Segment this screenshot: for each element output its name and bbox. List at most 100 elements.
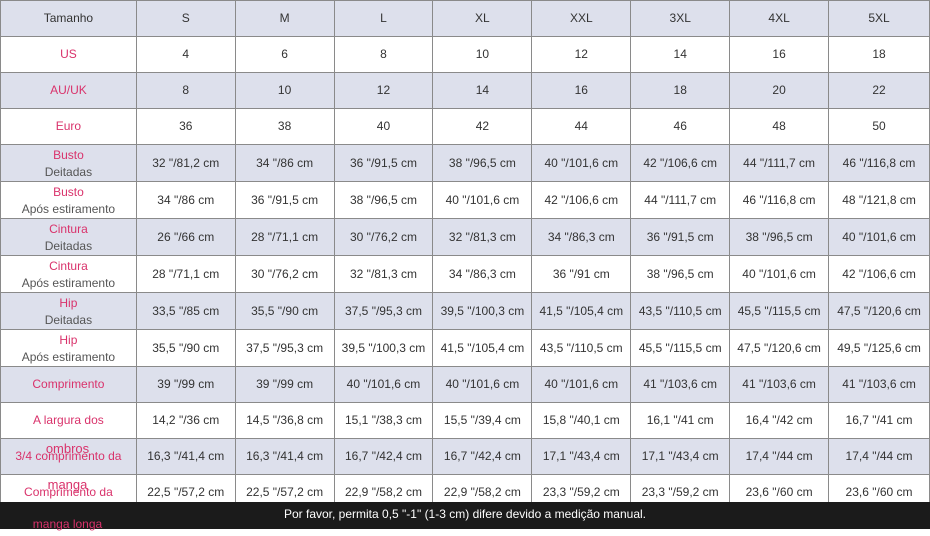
table-cell: 43,5 "/110,5 cm <box>531 329 632 367</box>
table-cell: 47,5 "/120,6 cm <box>828 292 930 330</box>
table-cell: 42 "/106,6 cm <box>828 255 930 293</box>
table-cell: 45,5 "/115,5 cm <box>729 292 830 330</box>
header-size-xl: XL <box>432 0 533 37</box>
table-cell: 32 "/81,3 cm <box>333 255 434 293</box>
table-cell: 41 "/103,6 cm <box>828 366 930 403</box>
row-label: Euro <box>0 108 137 145</box>
table-cell: 36 "/91,5 cm <box>333 144 434 182</box>
table-cell: 32 "/81,2 cm <box>135 144 236 182</box>
header-size-xxl: XXL <box>531 0 632 37</box>
row-label-primary: Euro <box>55 119 82 133</box>
row-label-primary: US <box>60 47 77 61</box>
row-label-primary: Cintura <box>49 259 88 273</box>
table-cell: 16 <box>531 72 632 109</box>
row-label-primary: 3/4 comprimento da <box>15 449 122 463</box>
table-cell: 16,1 "/41 cm <box>630 402 731 439</box>
table-cell: 16,3 "/41,4 cm <box>135 438 236 475</box>
table-cell: 35,5 "/90 cm <box>135 329 236 367</box>
row-label-secondary: Deitadas <box>44 313 93 327</box>
table-cell: 14 <box>432 72 533 109</box>
table-cell: 17,1 "/43,4 cm <box>531 438 632 475</box>
table-cell: 37,5 "/95,3 cm <box>234 329 335 367</box>
table-cell: 18 <box>828 36 930 73</box>
table-cell: 41,5 "/105,4 cm <box>432 329 533 367</box>
header-size-l: L <box>333 0 434 37</box>
table-cell: 28 "/71,1 cm <box>234 218 335 256</box>
table-cell: 6 <box>234 36 335 73</box>
table-cell: 40 "/101,6 cm <box>432 366 533 403</box>
table-cell: 34 "/86,3 cm <box>531 218 632 256</box>
table-row: US 4 6 8 10 12 14 16 18 <box>0 36 930 73</box>
table-cell: 30 "/76,2 cm <box>333 218 434 256</box>
row-label: Cintura Após estiramento <box>0 255 137 293</box>
table-cell: 8 <box>333 36 434 73</box>
table-cell: 46 <box>630 108 731 145</box>
table-row: Cintura Após estiramento 28 "/71,1 cm 30 "/… <box>0 255 930 293</box>
table-row: Euro 36 38 40 42 44 46 48 50 <box>0 108 930 145</box>
table-cell: 38 "/96,5 cm <box>333 181 434 219</box>
table-row: Comprimento 39 "/99 cm 39 "/99 cm 40 "/101,… <box>0 366 930 403</box>
table-cell: 36 <box>135 108 236 145</box>
table-cell: 34 "/86 cm <box>135 181 236 219</box>
row-label-primary: Hip <box>59 296 78 310</box>
table-cell: 16 <box>729 36 830 73</box>
table-cell: 45,5 "/115,5 cm <box>630 329 731 367</box>
row-label-secondary: Após estiramento <box>21 350 116 364</box>
table-cell: 49,5 "/125,6 cm <box>828 329 930 367</box>
row-label-primary: Comprimento <box>32 377 105 391</box>
table-cell: 40 "/101,6 cm <box>333 366 434 403</box>
table-cell: 15,5 "/39,4 cm <box>432 402 533 439</box>
table-row: AU/UK 8 10 12 14 16 18 20 22 <box>0 72 930 109</box>
table-cell: 48 <box>729 108 830 145</box>
table-cell: 26 "/66 cm <box>135 218 236 256</box>
table-cell: 41 "/103,6 cm <box>630 366 731 403</box>
row-label: 3/4 comprimento da <box>0 438 137 475</box>
table-cell: 33,5 "/85 cm <box>135 292 236 330</box>
table-cell: 42 <box>432 108 533 145</box>
table-cell: 38 "/96,5 cm <box>630 255 731 293</box>
table-cell: 16,7 "/41 cm <box>828 402 930 439</box>
header-size-5xl: 5XL <box>828 0 930 37</box>
table-cell: 38 "/96,5 cm <box>432 144 533 182</box>
table-cell: 16,4 "/42 cm <box>729 402 830 439</box>
table-cell: 39,5 "/100,3 cm <box>333 329 434 367</box>
table-cell: 40 "/101,6 cm <box>828 218 930 256</box>
row-label-primary: Busto <box>53 185 84 199</box>
table-cell: 36 "/91,5 cm <box>630 218 731 256</box>
table-cell: 44 "/111,7 cm <box>630 181 731 219</box>
header-size-m: M <box>234 0 335 37</box>
table-cell: 10 <box>234 72 335 109</box>
table-cell: 4 <box>135 36 236 73</box>
row-label: US <box>0 36 137 73</box>
row-label: Busto Deitadas <box>0 144 137 182</box>
row-label-primary: Comprimento da <box>24 485 113 499</box>
table-cell: 39,5 "/100,3 cm <box>432 292 533 330</box>
table-cell: 43,5 "/110,5 cm <box>630 292 731 330</box>
table-cell: 16,7 "/42,4 cm <box>432 438 533 475</box>
table-row: A largura dos 14,2 "/36 cm 14,5 "/36,8 cm 1… <box>0 402 930 439</box>
table-row: Hip Após estiramento 35,5 "/90 cm 37,5 "/95… <box>0 329 930 367</box>
table-cell: 50 <box>828 108 930 145</box>
table-cell: 14 <box>630 36 731 73</box>
table-cell: 8 <box>135 72 236 109</box>
table-cell: 15,1 "/38,3 cm <box>333 402 434 439</box>
table-cell: 18 <box>630 72 731 109</box>
table-cell: 48 "/121,8 cm <box>828 181 930 219</box>
table-cell: 10 <box>432 36 533 73</box>
table-cell: 41,5 "/105,4 cm <box>531 292 632 330</box>
footer-text: Por favor, permita 0,5 "-1" (1-3 cm) dif… <box>283 507 646 521</box>
header-size-s: S <box>135 0 236 37</box>
row-label-primary: Busto <box>53 148 84 162</box>
table-cell: 17,4 "/44 cm <box>828 438 930 475</box>
table-cell: 46 "/116,8 cm <box>729 181 830 219</box>
table-cell: 40 "/101,6 cm <box>531 144 632 182</box>
table-cell: 12 <box>333 72 434 109</box>
row-label: Busto Após estiramento <box>0 181 137 219</box>
table-row: Cintura Deitadas 26 "/66 cm 28 "/71,1 cm 30 … <box>0 218 930 256</box>
table-row: Busto Após estiramento 34 "/86 cm 36 "/91,5… <box>0 181 930 219</box>
header-size-4xl: 4XL <box>729 0 830 37</box>
table-cell: 42 "/106,6 cm <box>531 181 632 219</box>
row-label: Comprimento <box>0 366 137 403</box>
header-size-3xl: 3XL <box>630 0 731 37</box>
row-label-secondary: Após estiramento <box>21 276 116 290</box>
